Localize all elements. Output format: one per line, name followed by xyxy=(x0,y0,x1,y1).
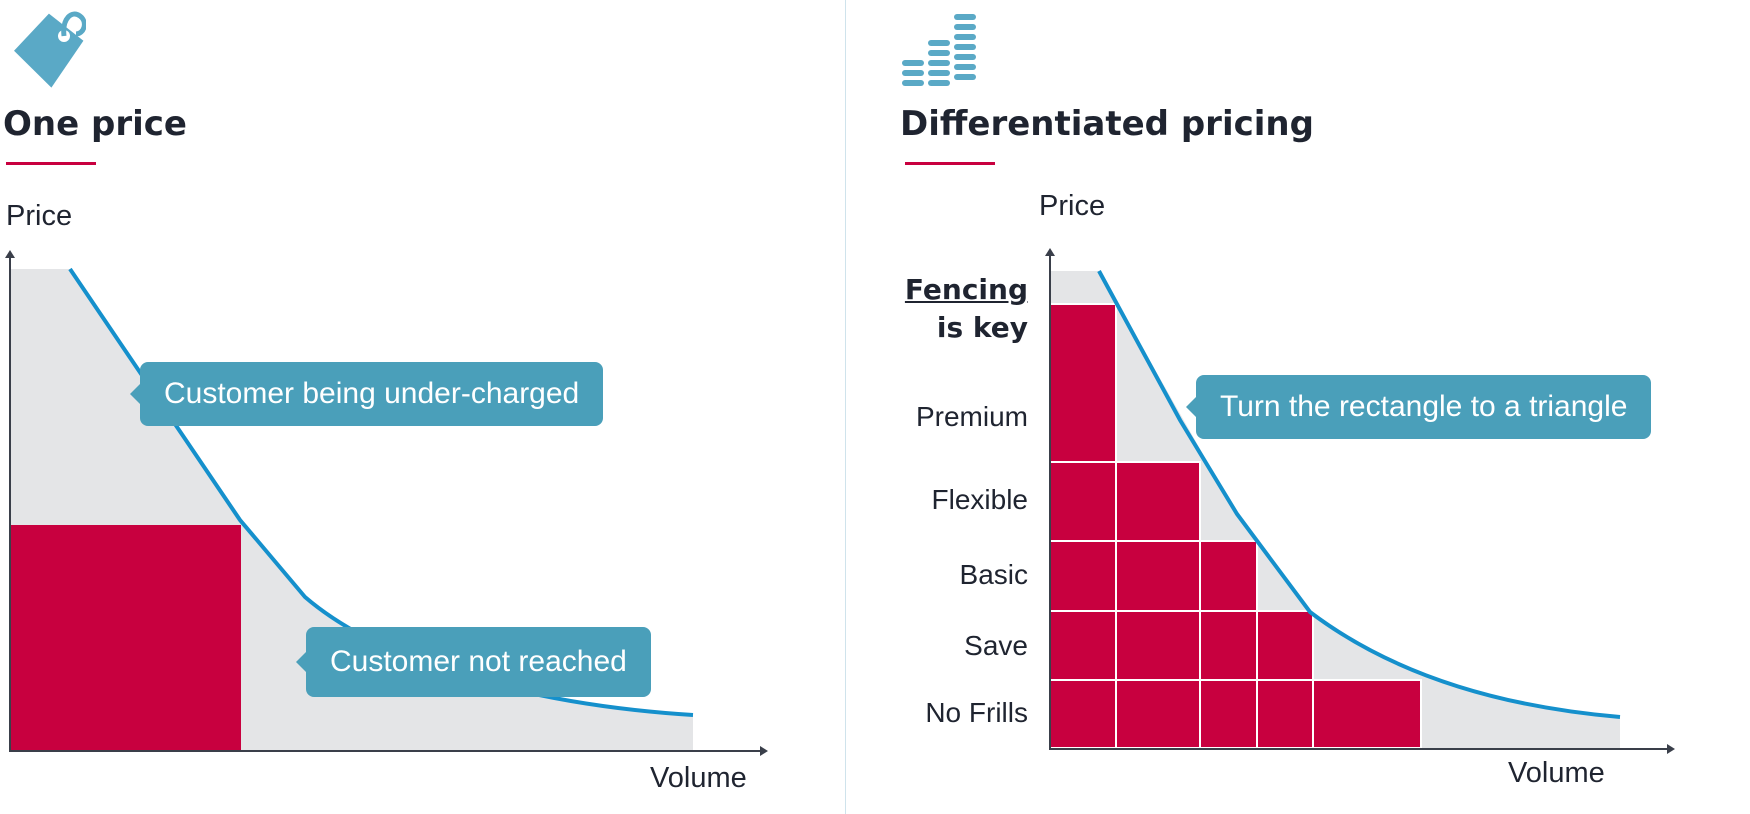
tier-block xyxy=(1049,540,1117,612)
tier-block xyxy=(1049,679,1117,749)
left-x-axis-label: Volume xyxy=(650,762,747,794)
tier-block xyxy=(1312,679,1422,749)
tier-label-no-frills: No Frills xyxy=(925,697,1028,728)
tier-block xyxy=(1256,610,1314,681)
under-charged-callout: Customer being under-charged xyxy=(129,362,604,426)
right-tier-blocks xyxy=(1049,303,1422,749)
differentiated-pricing-accent-rule xyxy=(905,162,995,165)
left-y-axis-arrow xyxy=(5,250,15,258)
one-price-accent-rule xyxy=(6,162,96,165)
right-y-axis-label: Price xyxy=(1039,190,1106,222)
tier-block xyxy=(1049,461,1117,542)
not-reached-callout: Customer not reached xyxy=(296,627,651,697)
tier-block xyxy=(1256,679,1314,749)
tier-label-basic: Basic xyxy=(959,559,1028,590)
tier-block xyxy=(1049,303,1117,463)
right-x-axis-label: Volume xyxy=(1508,757,1605,789)
tier-block xyxy=(1115,679,1201,749)
price-tag-icon xyxy=(6,4,87,90)
tier-label-save: Save xyxy=(964,630,1028,661)
triangle-callout: Turn the rectangle to a triangle xyxy=(1185,375,1652,439)
tier-block xyxy=(1115,540,1201,612)
one-price-title: One price xyxy=(3,104,187,144)
left-y-axis-label: Price xyxy=(6,200,73,232)
tier-block xyxy=(1199,679,1258,749)
bar-stack-icon xyxy=(902,14,978,86)
panel-divider xyxy=(845,0,846,814)
tier-block xyxy=(1115,610,1201,681)
left-x-axis-arrow xyxy=(760,746,768,756)
left-single-price-rect xyxy=(10,525,241,750)
fencing-label-line2: is key xyxy=(936,311,1028,344)
fencing-label: Fencing is key xyxy=(828,271,1028,347)
tier-label-flexible: Flexible xyxy=(931,484,1028,515)
right-chart xyxy=(1045,248,1675,754)
tier-block xyxy=(1199,540,1258,612)
differentiated-pricing-title: Differentiated pricing xyxy=(900,104,1314,144)
right-demand-curve xyxy=(1097,270,1621,719)
tier-block xyxy=(1115,461,1201,542)
right-x-axis-arrow xyxy=(1667,744,1675,754)
tier-label-premium: Premium xyxy=(915,401,1028,432)
right-y-axis-arrow xyxy=(1045,248,1055,256)
tier-block xyxy=(1199,610,1258,681)
tier-block xyxy=(1049,610,1117,681)
fencing-label-line1: Fencing xyxy=(904,273,1028,306)
